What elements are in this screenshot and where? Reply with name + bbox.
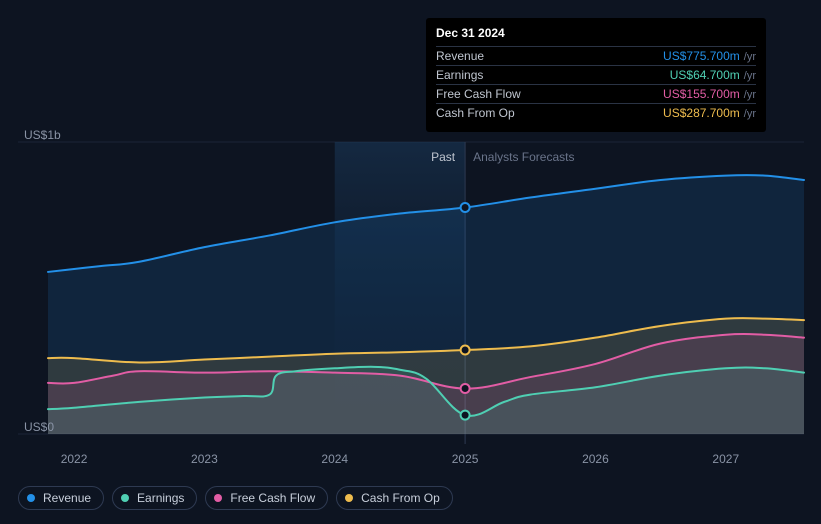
legend-item-free_cash_flow[interactable]: Free Cash Flow [205,486,328,510]
legend-label: Revenue [43,491,91,505]
tooltip-row: Cash From Op US$287.700m/yr [436,103,756,122]
tooltip-row-label: Free Cash Flow [436,87,521,101]
legend-item-revenue[interactable]: Revenue [18,486,104,510]
legend-label: Free Cash Flow [230,491,315,505]
x-tick-label: 2023 [191,452,218,466]
x-tick-label: 2025 [452,452,479,466]
tooltip-row-unit: /yr [744,108,756,120]
tooltip-row-label: Revenue [436,49,484,63]
past-region-label: Past [431,150,455,164]
y-tick-label: US$0 [24,420,54,434]
legend-item-earnings[interactable]: Earnings [112,486,197,510]
legend-dot-icon [121,494,129,502]
legend-label: Cash From Op [361,491,440,505]
tooltip-row-value: US$287.700m [663,106,740,120]
legend-dot-icon [345,494,353,502]
legend-item-cash_from_op[interactable]: Cash From Op [336,486,453,510]
y-tick-label: US$1b [24,128,61,142]
tooltip-row-unit: /yr [744,51,756,63]
tooltip-row-value: US$775.700m [663,49,740,63]
tooltip-row-unit: /yr [744,70,756,82]
legend-dot-icon [27,494,35,502]
legend-dot-icon [214,494,222,502]
tooltip-row: Earnings US$64.700m/yr [436,65,756,84]
tooltip-rows: Revenue US$775.700m/yr Earnings US$64.700m /… [436,46,756,122]
tooltip-row: Free Cash Flow US$155.700m/yr [436,84,756,103]
tooltip-row: Revenue US$775.700m/yr [436,46,756,65]
tooltip-row-label: Earnings [436,68,483,82]
tooltip-row-unit: /yr [744,89,756,101]
x-tick-label: 2022 [61,452,88,466]
x-tick-label: 2027 [712,452,739,466]
tooltip-date: Dec 31 2024 [436,26,756,46]
x-tick-label: 2026 [582,452,609,466]
legend-label: Earnings [137,491,184,505]
chart-legend: Revenue Earnings Free Cash Flow Cash From O… [18,486,453,510]
forecast-region-label: Analysts Forecasts [473,150,574,164]
tooltip-row-value: US$155.700m [663,87,740,101]
tooltip-row-value: US$64.700m [670,68,740,82]
x-tick-label: 2024 [321,452,348,466]
chart-tooltip: Dec 31 2024 RevenueUS$775.700m/yrEarning… [426,18,766,132]
financial-forecast-chart: Dec 31 2024 RevenueUS$775.700m/yrEarning… [0,0,821,524]
tooltip-row-label: Cash From Op [436,106,515,120]
